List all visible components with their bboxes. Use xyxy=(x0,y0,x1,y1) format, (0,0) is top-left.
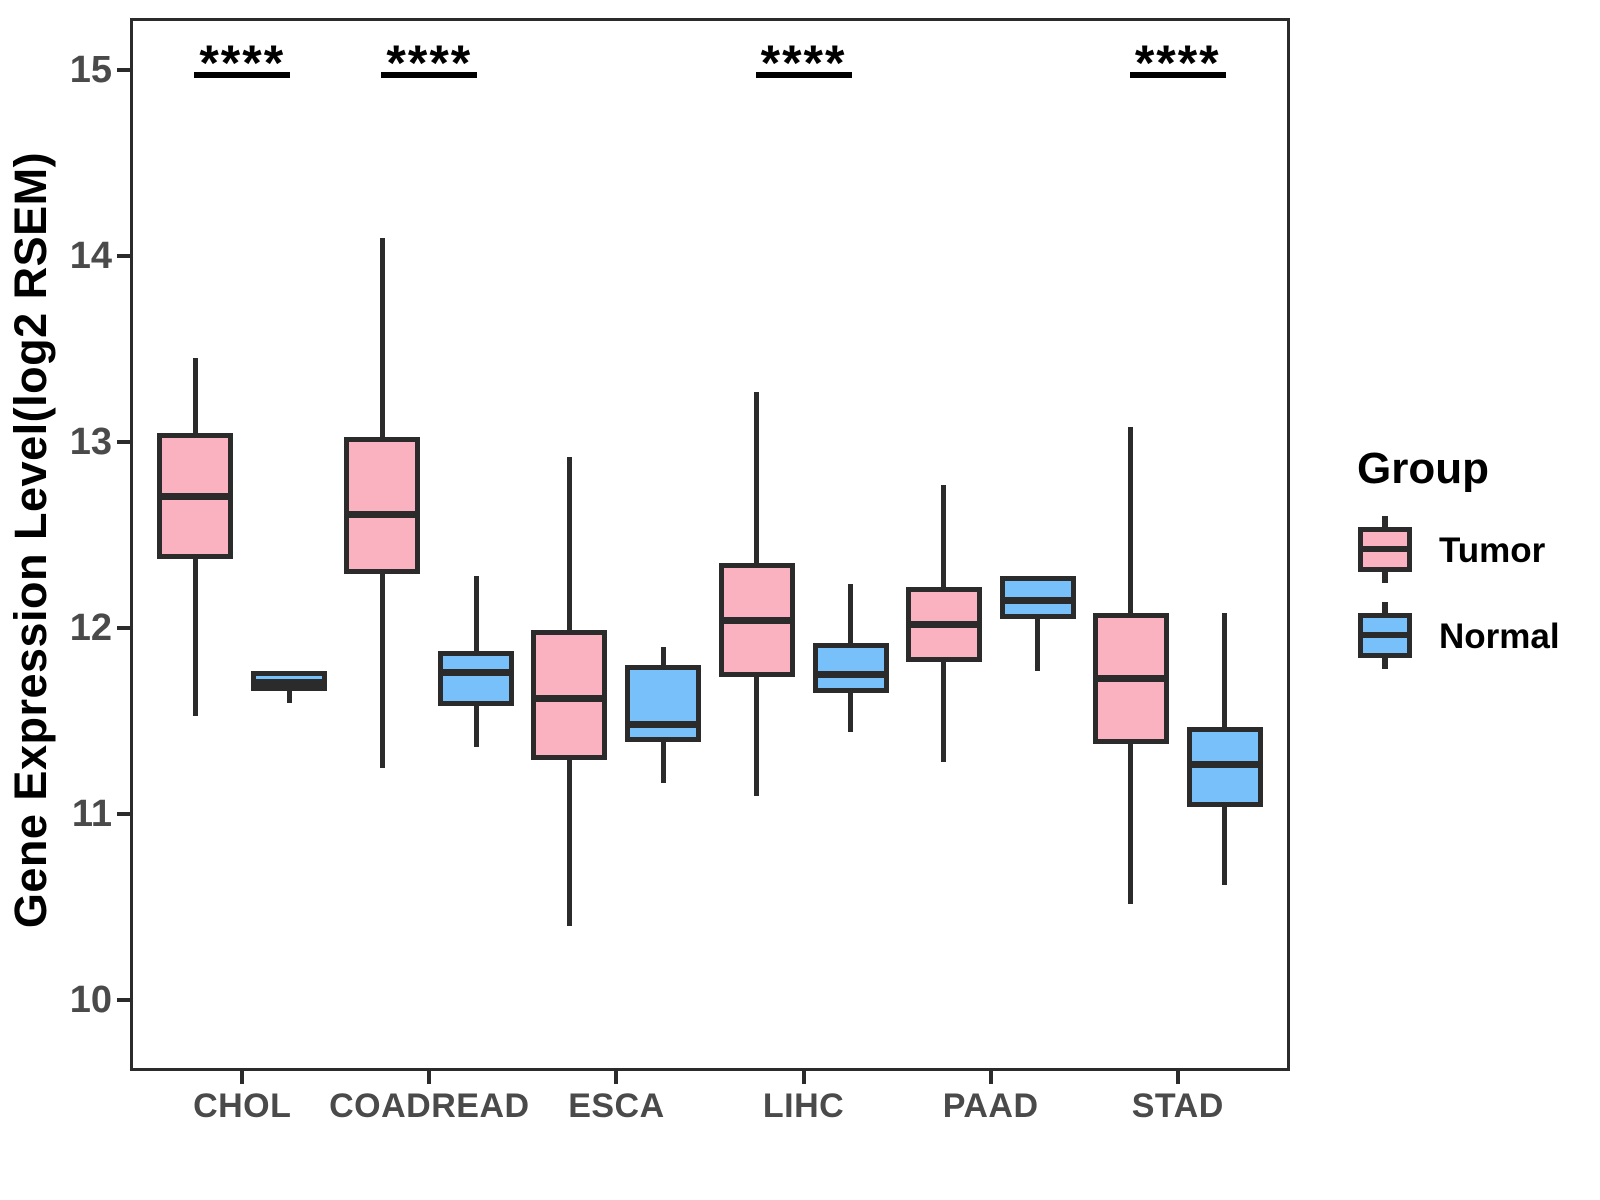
significance-stars-chol: **** xyxy=(199,35,286,91)
y-tick-label: 12 xyxy=(69,606,112,649)
key-upper-whisker xyxy=(1382,516,1388,527)
legend: Group Tumor Normal xyxy=(1357,444,1587,688)
y-tick-label: 13 xyxy=(69,420,112,463)
normal-box-esca xyxy=(625,665,702,742)
tumor-boxplot-key-icon xyxy=(1357,516,1413,586)
significance-bar-stad xyxy=(1129,72,1226,78)
tumor-box-stad-median xyxy=(1092,674,1169,682)
x-tick-label-stad: STAD xyxy=(1131,1086,1224,1125)
tumor-box-coadread xyxy=(344,436,421,575)
normal-box-stad-median xyxy=(1186,760,1263,768)
key-median-line xyxy=(1358,632,1412,638)
y-tick-mark xyxy=(117,812,130,817)
tumor-box-coadread-median xyxy=(344,511,421,519)
significance-bar-chol xyxy=(194,72,291,78)
y-tick-mark xyxy=(117,440,130,445)
tumor-box-esca xyxy=(531,630,608,761)
legend-item-normal: Normal xyxy=(1357,602,1587,672)
legend-item-tumor: Tumor xyxy=(1357,516,1587,586)
plot-panel xyxy=(130,18,1290,1071)
x-tick-mark xyxy=(1175,1071,1180,1084)
normal-boxplot-key-icon xyxy=(1357,602,1413,672)
tumor-box-esca-median xyxy=(531,695,608,703)
x-tick-mark xyxy=(427,1071,432,1084)
y-tick-label: 11 xyxy=(71,792,112,835)
normal-box-esca-median xyxy=(625,721,702,729)
normal-box-coadread xyxy=(438,650,515,707)
legend-label-normal: Normal xyxy=(1439,617,1560,656)
y-tick-mark xyxy=(117,68,130,73)
significance-stars-coadread: **** xyxy=(386,35,473,91)
x-tick-label-esca: ESCA xyxy=(568,1086,665,1125)
x-tick-label-lihc: LIHC xyxy=(762,1086,845,1125)
x-tick-mark xyxy=(240,1071,245,1084)
normal-box-chol-median xyxy=(251,678,328,686)
legend-title: Group xyxy=(1357,444,1489,493)
x-tick-mark xyxy=(801,1071,806,1084)
y-tick-mark xyxy=(117,998,130,1003)
significance-stars-lihc: **** xyxy=(760,35,847,91)
tumor-box-lihc-median xyxy=(718,617,795,625)
y-tick-label: 10 xyxy=(69,978,112,1021)
y-tick-label: 14 xyxy=(69,234,112,277)
legend-label-tumor: Tumor xyxy=(1439,531,1546,570)
normal-box-lihc xyxy=(812,643,889,694)
x-tick-mark xyxy=(614,1071,619,1084)
y-tick-mark xyxy=(117,254,130,259)
normal-box-paad-whisker xyxy=(1035,576,1041,671)
key-lower-whisker xyxy=(1382,572,1388,583)
normal-box-paad-median xyxy=(999,596,1076,604)
key-upper-whisker xyxy=(1382,602,1388,613)
x-tick-mark xyxy=(988,1071,993,1084)
tumor-box-paad-median xyxy=(905,620,982,628)
normal-box-coadread-median xyxy=(438,669,515,677)
significance-stars-stad: **** xyxy=(1134,35,1221,91)
y-tick-mark xyxy=(117,626,130,631)
y-tick-label: 15 xyxy=(69,48,112,91)
x-tick-label-chol: CHOL xyxy=(193,1086,292,1125)
x-tick-label-coadread: COADREAD xyxy=(329,1086,530,1125)
key-lower-whisker xyxy=(1382,658,1388,669)
normal-box-lihc-median xyxy=(812,671,889,679)
x-tick-label-paad: PAAD xyxy=(942,1086,1039,1125)
significance-bar-coadread xyxy=(381,72,478,78)
significance-bar-lihc xyxy=(755,72,852,78)
key-median-line xyxy=(1358,546,1412,552)
tumor-box-chol-median xyxy=(157,492,234,500)
